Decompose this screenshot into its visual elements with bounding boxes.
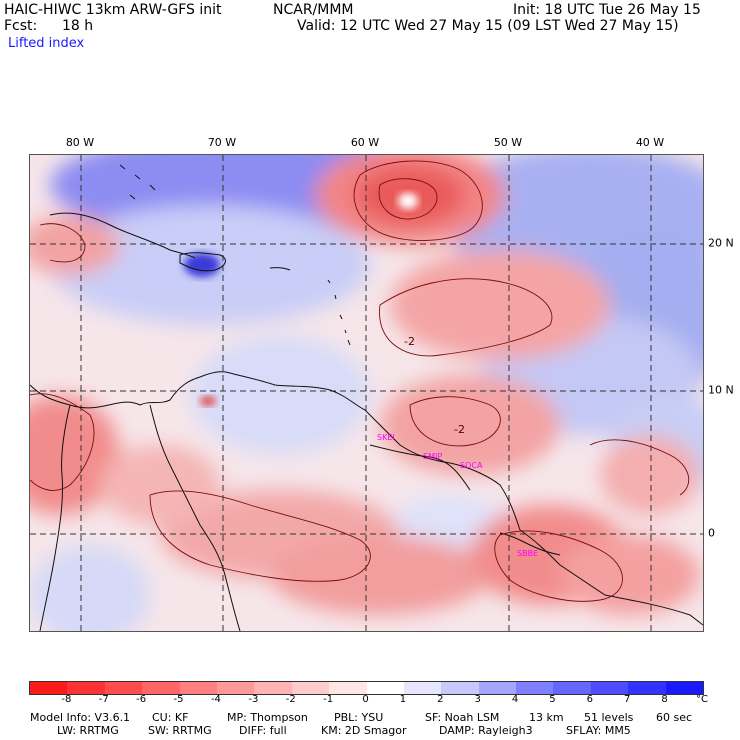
colorbar-cell-7 bbox=[291, 682, 330, 694]
colorbar-tick-label: 4 bbox=[511, 694, 519, 705]
lon-label-70w: 70 W bbox=[207, 136, 237, 149]
colorbar-cell-16 bbox=[628, 682, 666, 694]
valid-time: Valid: 12 UTC Wed 27 May 15 (09 LST Wed … bbox=[297, 18, 679, 34]
lat-label-0: 0 bbox=[708, 526, 715, 540]
colorbar-cell-0 bbox=[30, 682, 68, 694]
colorbar-cell-5 bbox=[216, 682, 255, 694]
footer-resolution: 13 km bbox=[529, 711, 564, 724]
station-skei: SKEI bbox=[377, 433, 395, 442]
colorbar-cell-3 bbox=[142, 682, 180, 694]
lon-label-80w: 80 W bbox=[65, 136, 95, 149]
colorbar-tick-label: -7 bbox=[98, 694, 109, 705]
colorbar bbox=[29, 681, 704, 695]
colorbar-cell-11 bbox=[441, 682, 479, 694]
station-smjp: SMJP bbox=[423, 452, 443, 461]
colorbar-cell-9 bbox=[366, 682, 404, 694]
colorbar-tick-label: -6 bbox=[136, 694, 147, 705]
colorbar-tick-label: 5 bbox=[549, 694, 556, 705]
lon-label-40w: 40 W bbox=[635, 136, 665, 149]
colorbar-cell-8 bbox=[329, 682, 367, 694]
colorbar-cell-4 bbox=[179, 682, 217, 694]
station-soca: SOCA bbox=[460, 461, 483, 470]
footer-cu: CU: KF bbox=[152, 711, 189, 724]
footer-diff: DIFF: full bbox=[239, 724, 287, 737]
colorbar-cell-15 bbox=[590, 682, 629, 694]
lon-label-60w: 60 W bbox=[350, 136, 380, 149]
footer-model-info: Model Info: V3.6.1 bbox=[30, 711, 131, 724]
colorbar-tick-label: 7 bbox=[624, 694, 631, 705]
colorbar-cell-1 bbox=[67, 682, 105, 694]
footer-sflay: SFLAY: MM5 bbox=[566, 724, 631, 737]
forecast-label: Fcst: bbox=[4, 18, 38, 34]
colorbar-tick-label: -3 bbox=[248, 694, 259, 705]
colorbar-tick-label: 8 bbox=[661, 694, 668, 705]
colorbar-cell-6 bbox=[254, 682, 292, 694]
station-sbbe: SBBE bbox=[517, 549, 539, 558]
footer-timestep: 60 sec bbox=[656, 711, 693, 724]
colorbar-tick-label: 2 bbox=[437, 694, 444, 705]
colorbar-tick-label: -8 bbox=[61, 694, 72, 705]
map-canvas: -2 -2 bbox=[30, 155, 703, 631]
colorbar-tick-label: -1 bbox=[323, 694, 334, 705]
colorbar-tick-label: 6 bbox=[586, 694, 594, 705]
model-title: HAIC-HIWC 13km ARW-GFS init bbox=[4, 2, 222, 18]
init-time: Init: 18 UTC Tue 26 May 15 bbox=[513, 2, 701, 18]
colorbar-cell-12 bbox=[478, 682, 517, 694]
field-name: Lifted index bbox=[8, 36, 85, 51]
contour-label-1: -2 bbox=[404, 335, 415, 348]
colorbar-tick-label: 1 bbox=[399, 694, 407, 705]
colorbar-tick-label: 0 bbox=[362, 694, 369, 705]
lifted-index-map: -2 -2 bbox=[29, 154, 704, 632]
footer-sw: SW: RRTMG bbox=[148, 724, 212, 737]
footer-pbl: PBL: YSU bbox=[334, 711, 384, 724]
lat-label-20n: 20 N bbox=[708, 236, 734, 250]
colorbar-tick-label: 3 bbox=[474, 694, 481, 705]
coastlines bbox=[30, 164, 703, 631]
footer-damp: DAMP: Rayleigh3 bbox=[439, 724, 533, 737]
colorbar-cell-13 bbox=[516, 682, 554, 694]
colorbar-tick-label: -5 bbox=[173, 694, 184, 705]
colorbar-cell-2 bbox=[104, 682, 143, 694]
footer-mp: MP: Thompson bbox=[227, 711, 308, 724]
footer-lw: LW: RRTMG bbox=[57, 724, 119, 737]
lon-label-50w: 50 W bbox=[493, 136, 523, 149]
colorbar-cell-10 bbox=[403, 682, 442, 694]
contour-lines bbox=[30, 160, 690, 602]
grid-lines bbox=[30, 155, 703, 631]
org-label: NCAR/MMM bbox=[273, 2, 354, 18]
shaded-field bbox=[30, 155, 703, 631]
footer-sf: SF: Noah LSM bbox=[425, 711, 500, 724]
colorbar-cell-14 bbox=[553, 682, 591, 694]
footer-levels: 51 levels bbox=[584, 711, 634, 724]
lat-label-10n: 10 N bbox=[708, 383, 734, 397]
colorbar-tick-label: -4 bbox=[210, 694, 221, 705]
forecast-hour: 18 h bbox=[62, 18, 94, 34]
contour-label-2: -2 bbox=[454, 423, 465, 436]
colorbar-cell-17 bbox=[665, 682, 704, 694]
colorbar-unit: °C bbox=[696, 694, 708, 705]
colorbar-tick-label: -2 bbox=[285, 694, 296, 705]
footer-km: KM: 2D Smagor bbox=[321, 724, 407, 737]
